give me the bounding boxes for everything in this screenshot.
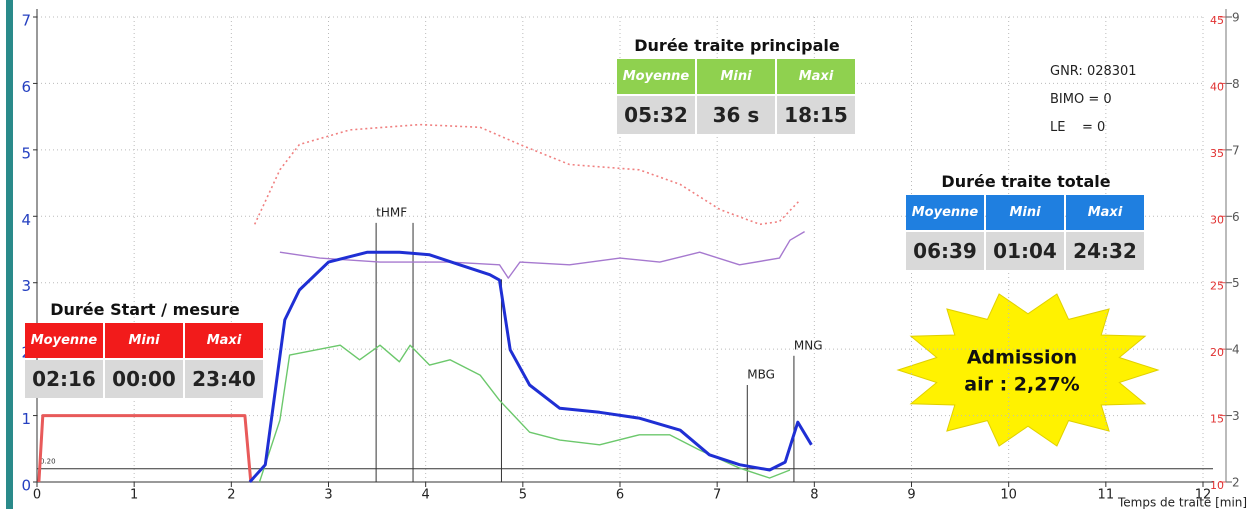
y3-tick-label: 9 <box>1232 11 1240 25</box>
x-tick-label: 1 <box>130 488 138 503</box>
marker-label: tHMF <box>376 205 407 219</box>
x-tick-label: 3 <box>324 488 332 503</box>
y-tick-label: 4 <box>21 211 31 229</box>
x-tick-label: 9 <box>907 488 915 503</box>
panel-header: Mini <box>986 195 1064 230</box>
y3-tick-label: 5 <box>1232 276 1240 290</box>
y2-tick-label: 10 <box>1210 479 1224 492</box>
panel-header: Mini <box>697 59 775 94</box>
x-tick-label: 11 <box>1098 488 1115 503</box>
callout-text: air : 2,27% <box>964 374 1079 396</box>
panel-value-row: 06:39 01:04 24:32 <box>906 230 1146 270</box>
panel-header: Moyenne <box>617 59 695 94</box>
y2-tick-label: 45 <box>1210 14 1224 27</box>
y-tick-label: 1 <box>21 410 31 428</box>
callout-text: Admission <box>967 347 1077 369</box>
y3-tick-label: 6 <box>1232 210 1240 224</box>
info-text: BIMO = 0 <box>1050 92 1112 107</box>
panel-value: 05:32 <box>617 96 695 134</box>
marker-label: MNG <box>794 338 823 352</box>
panel-value-row: 02:16 00:00 23:40 <box>25 358 265 398</box>
panel-header: Mini <box>105 323 183 358</box>
x-tick-label: 4 <box>422 488 430 503</box>
y2-tick-label: 30 <box>1210 213 1224 226</box>
callout-star <box>896 293 1160 447</box>
series-line <box>253 123 801 226</box>
marker-label: MBG <box>747 368 775 382</box>
info-text: GNR: 028301 <box>1050 64 1137 79</box>
panel-header-row: Moyenne Mini Maxi <box>906 195 1146 230</box>
panel-header: Moyenne <box>25 323 103 358</box>
x-axis-label: Temps de traite [min] <box>1117 496 1247 509</box>
series-line <box>248 250 813 484</box>
y3-tick-label: 3 <box>1232 409 1240 423</box>
panel-value: 06:39 <box>906 232 984 270</box>
stats-panel: Durée traite principale Moyenne Mini Maxi 05… <box>617 33 857 134</box>
x-tick-label: 10 <box>1000 488 1017 503</box>
x-tick-label: 12 <box>1195 488 1212 503</box>
panel-value: 01:04 <box>986 232 1064 270</box>
panel-title: Durée Start / mesure <box>50 300 240 319</box>
y3-tick-label: 4 <box>1232 343 1240 357</box>
y-tick-label: 3 <box>21 277 31 295</box>
series-line <box>279 230 805 279</box>
panel-value: 00:00 <box>105 360 183 398</box>
panel-title: Durée traite totale <box>941 172 1111 191</box>
y-tick-label: 0 <box>21 477 31 495</box>
y-tick-label: 6 <box>21 78 31 96</box>
panel-header: Maxi <box>777 59 855 94</box>
y2-tick-label: 40 <box>1210 80 1224 93</box>
info-text: LE = 0 <box>1050 120 1106 135</box>
series-line <box>258 344 791 483</box>
x-tick-label: 8 <box>810 488 818 503</box>
x-tick-label: 0 <box>33 488 41 503</box>
panel-header-row: Moyenne Mini Maxi <box>25 323 265 358</box>
panel-value: 36 s <box>697 96 775 134</box>
threshold-label: 0.20 <box>40 458 56 466</box>
y-tick-label: 5 <box>21 144 31 162</box>
panel-value: 18:15 <box>777 96 855 134</box>
panel-header: Moyenne <box>906 195 984 230</box>
window-edge <box>6 0 13 509</box>
x-tick-label: 2 <box>227 488 235 503</box>
panel-header: Maxi <box>1066 195 1144 230</box>
series-line <box>37 414 253 483</box>
y3-tick-label: 7 <box>1232 143 1240 157</box>
y3-tick-label: 2 <box>1232 476 1240 490</box>
panel-value: 02:16 <box>25 360 103 398</box>
stats-panel: Durée traite totale Moyenne Mini Maxi 06:39 0… <box>906 169 1146 270</box>
panel-value-row: 05:32 36 s 18:15 <box>617 94 857 134</box>
x-tick-label: 5 <box>519 488 527 503</box>
y-tick-label: 7 <box>21 12 31 30</box>
stats-panel: Durée Start / mesure Moyenne Mini Maxi 02:16… <box>25 297 265 398</box>
y2-tick-label: 35 <box>1210 147 1224 160</box>
x-tick-label: 7 <box>713 488 721 503</box>
panel-header: Maxi <box>185 323 263 358</box>
y3-tick-label: 8 <box>1232 77 1240 91</box>
panel-header-row: Moyenne Mini Maxi <box>617 59 857 94</box>
x-tick-label: 6 <box>616 488 624 503</box>
panel-title: Durée traite principale <box>634 36 840 55</box>
panel-value: 23:40 <box>185 360 263 398</box>
y2-tick-label: 20 <box>1210 346 1224 359</box>
y2-tick-label: 25 <box>1210 280 1224 293</box>
panel-value: 24:32 <box>1066 232 1144 270</box>
y2-tick-label: 15 <box>1210 413 1224 426</box>
